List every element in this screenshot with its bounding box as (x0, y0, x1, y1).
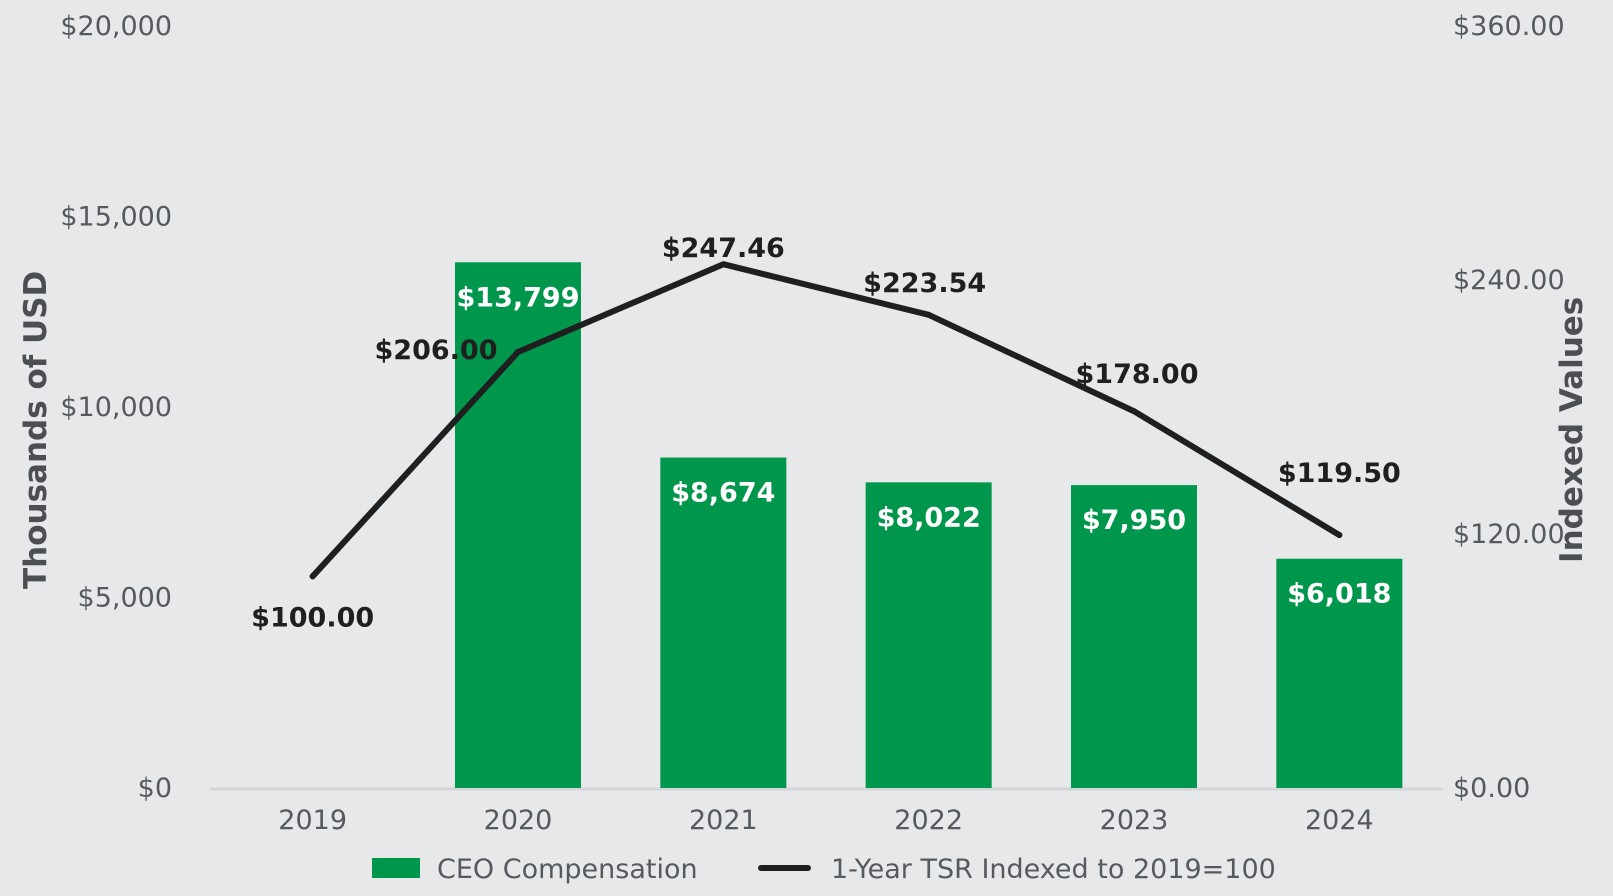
legend-label-ceo-compensation: CEO Compensation (437, 854, 698, 885)
tsr-point-2023 (1131, 408, 1137, 415)
bar-value-label-2022: $8,022 (877, 502, 981, 533)
tsr-value-label-2021: $247.46 (662, 233, 785, 264)
line-series-tsr (309, 261, 1343, 580)
y-right-tick-label: $240.00 (1453, 265, 1565, 296)
legend-label-tsr: 1-Year TSR Indexed to 2019=100 (831, 854, 1276, 885)
y-left-tick-label: $5,000 (78, 583, 172, 614)
bar-2024 (1276, 558, 1403, 788)
bar-value-labels: $13,799 $8,674 $8,022 $7,950 $6,018 (457, 282, 1392, 609)
x-tick-label: 2024 (1305, 805, 1374, 836)
y-left-tick-label: $0 (138, 773, 172, 804)
y-left-tick-label: $10,000 (60, 392, 172, 423)
y-axis-right-ticks: $0.00 $120.00 $240.00 $360.00 (1453, 11, 1565, 804)
bar-value-label-2024: $6,018 (1287, 579, 1391, 610)
bar-2023 (1071, 485, 1197, 788)
x-tick-label: 2022 (894, 805, 963, 836)
tsr-line (309, 261, 1343, 580)
y-axis-right-title: Indexed Values (1554, 297, 1590, 563)
tsr-value-label-2023: $178.00 (1076, 359, 1199, 390)
bar-2021 (660, 457, 787, 788)
y-right-tick-label: $0.00 (1453, 773, 1530, 804)
tsr-value-label-2020: $206.00 (375, 335, 498, 366)
tsr-point-2021 (720, 261, 727, 268)
x-tick-label: 2021 (689, 805, 758, 836)
line-value-labels: $100.00 $206.00 $247.46 $223.54 $178.00 $119.… (251, 233, 1401, 633)
tsr-point-2020 (515, 348, 521, 355)
legend-swatch-ceo-compensation (372, 858, 420, 878)
bar-2022 (865, 482, 992, 788)
bar-value-label-2023: $7,950 (1082, 505, 1186, 536)
x-tick-label: 2020 (484, 805, 553, 836)
bar-value-label-2021: $8,674 (671, 478, 775, 509)
y-right-tick-label: $120.00 (1453, 519, 1565, 550)
y-axis-left-ticks: $0 $5,000 $10,000 $15,000 $20,000 (60, 11, 172, 804)
tsr-value-label-2024: $119.50 (1278, 458, 1401, 489)
x-tick-label: 2019 (278, 805, 347, 836)
y-right-tick-label: $360.00 (1453, 11, 1565, 42)
legend: CEO Compensation 1-Year TSR Indexed to 2… (372, 854, 1276, 885)
y-left-tick-label: $15,000 (60, 202, 172, 233)
x-axis-ticks: 2019 2020 2021 2022 2023 2024 (278, 805, 1373, 836)
tsr-point-2019 (309, 573, 316, 580)
tsr-value-label-2019: $100.00 (251, 602, 374, 633)
bar-value-label-2020: $13,799 (457, 282, 580, 313)
y-axis-left-title: Thousands of USD (18, 271, 54, 589)
y-left-tick-label: $20,000 (60, 11, 172, 42)
tsr-point-2024 (1336, 532, 1343, 539)
tsr-value-label-2022: $223.54 (863, 268, 986, 299)
tsr-point-2022 (925, 311, 932, 318)
x-tick-label: 2023 (1100, 805, 1169, 836)
